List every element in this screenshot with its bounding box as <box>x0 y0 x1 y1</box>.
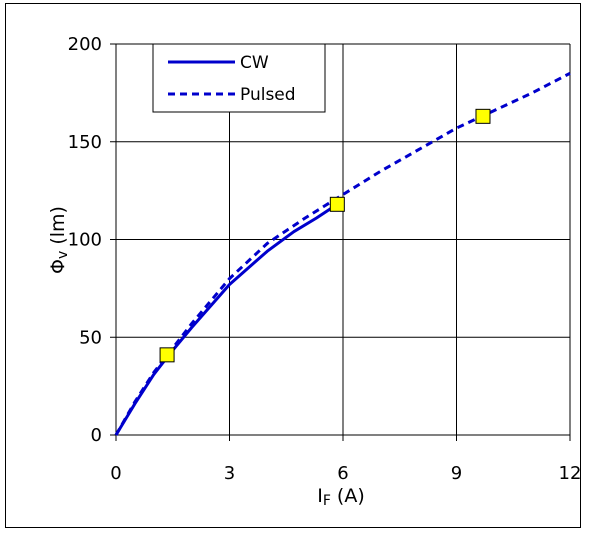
x-tick-label: 6 <box>337 463 348 484</box>
chart-frame <box>5 3 581 528</box>
x-axis-title-main: I <box>317 485 323 507</box>
x-tick-label: 0 <box>110 463 121 484</box>
y-tick-label: 200 <box>68 34 102 55</box>
y-tick-labels: 0 50 100 150 200 <box>68 34 102 446</box>
y-tick-label: 100 <box>68 230 102 251</box>
legend: CW Pulsed <box>152 43 326 113</box>
y-axis-title: Φv (lm) <box>47 206 71 274</box>
data-marker <box>475 108 491 124</box>
x-tick-labels: 0 3 6 9 12 <box>110 463 581 484</box>
x-tick-label: 12 <box>559 463 582 484</box>
y-axis-title-main: Φ <box>47 259 69 274</box>
x-axis-title-unit: (A) <box>331 485 365 507</box>
data-marker <box>329 196 345 212</box>
x-tick-label: 3 <box>224 463 235 484</box>
x-axis-title-sub: F <box>323 493 331 509</box>
y-tick-label: 150 <box>68 132 102 153</box>
y-tick-label: 50 <box>79 327 102 348</box>
y-axis-title-sub: v <box>55 251 71 259</box>
data-marker <box>159 347 175 363</box>
y-tick-label: 0 <box>91 425 102 446</box>
axes <box>110 43 571 441</box>
x-axis-title: IF (A) <box>317 485 365 509</box>
legend-box <box>152 43 326 113</box>
legend-label-pulsed: Pulsed <box>240 85 296 105</box>
marker-layer <box>159 108 491 363</box>
x-tick-label: 9 <box>451 463 462 484</box>
legend-label-cw: CW <box>240 53 269 73</box>
y-axis-title-unit: (lm) <box>47 206 69 251</box>
